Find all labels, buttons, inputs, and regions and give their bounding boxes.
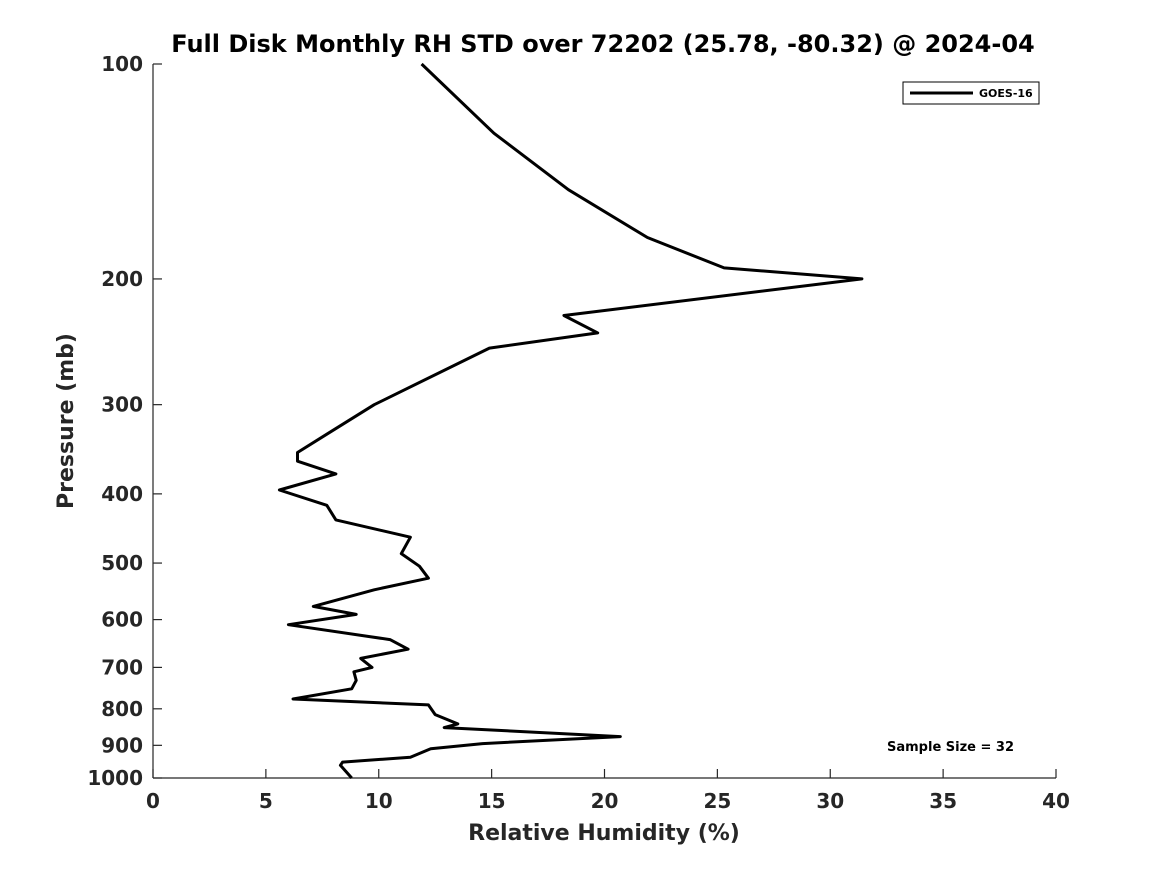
x-tick-label: 5: [259, 789, 273, 813]
y-tick-label: 200: [101, 267, 143, 291]
x-tick-label: 0: [146, 789, 160, 813]
x-tick-label: 10: [365, 789, 393, 813]
plot-background: [153, 64, 1056, 778]
y-tick-label: 500: [101, 551, 143, 575]
y-tick-label: 800: [101, 697, 143, 721]
x-tick-label: 40: [1042, 789, 1070, 813]
y-tick-label: 1000: [87, 766, 143, 790]
x-tick-label: 15: [478, 789, 506, 813]
y-axis: 100 200 300 400 500 600 700 800 900 1000: [87, 52, 162, 790]
y-tick-label: 700: [101, 655, 143, 679]
x-tick-label: 35: [929, 789, 957, 813]
sample-size-annotation: Sample Size = 32: [887, 740, 1014, 755]
x-tick-label: 25: [703, 789, 731, 813]
x-tick-label: 20: [591, 789, 619, 813]
x-axis-label: Relative Humidity (%): [468, 821, 740, 846]
plot-area: [153, 64, 1056, 778]
y-tick-label: 100: [101, 52, 143, 76]
x-tick-label: 30: [816, 789, 844, 813]
legend-entry-goes-16: GOES-16: [979, 87, 1033, 100]
y-axis-label: Pressure (mb): [54, 333, 79, 509]
y-tick-label: 300: [101, 393, 143, 417]
series-line-goes-16: [277, 62, 864, 779]
chart-title: Full Disk Monthly RH STD over 72202 (25.…: [171, 30, 1034, 58]
legend: GOES-16: [902, 81, 1040, 105]
y-tick-label: 400: [101, 482, 143, 506]
y-tick-label: 600: [101, 608, 143, 632]
y-tick-label: 900: [101, 733, 143, 757]
x-axis: 0 5 10 15 20 25 30 35 40: [146, 769, 1070, 813]
